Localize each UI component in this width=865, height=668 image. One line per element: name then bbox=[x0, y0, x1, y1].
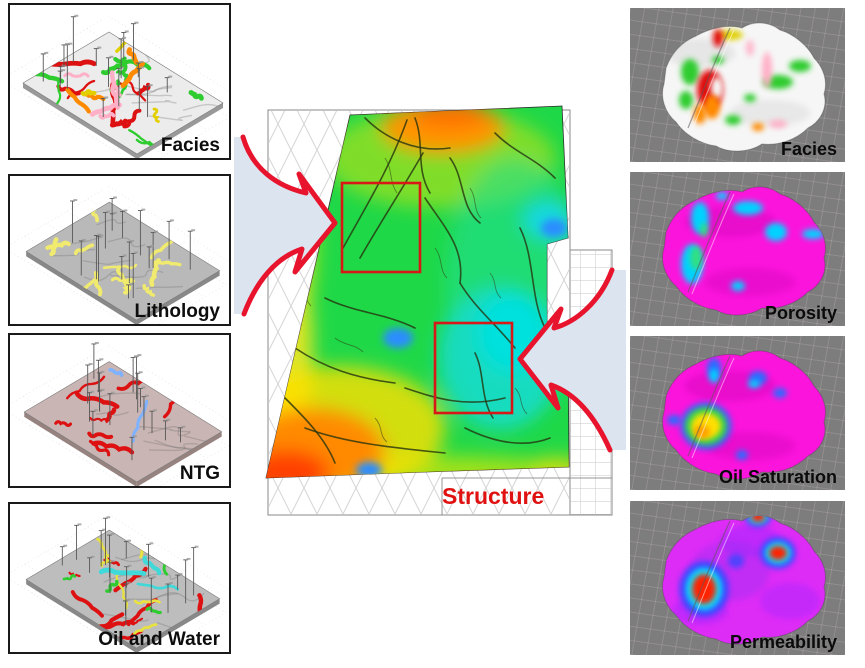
left-panel-facies: Facies bbox=[8, 3, 231, 160]
panel-label: Permeability bbox=[729, 632, 837, 652]
left-panel-lithology: Lithology bbox=[8, 174, 231, 326]
panel-label: Porosity bbox=[764, 303, 837, 323]
structure-map-view: Structure bbox=[265, 105, 613, 516]
right-panel-permeability: Permeability bbox=[630, 501, 845, 655]
panel-label: Facies bbox=[160, 135, 220, 157]
highlight-box-upper bbox=[340, 181, 422, 274]
facies-model-3d-view bbox=[10, 14, 229, 158]
ntg-model-3d-view bbox=[10, 341, 229, 486]
right-panel-porosity: Porosity bbox=[630, 172, 845, 326]
structure-label: Structure bbox=[442, 483, 544, 509]
oil-saturation-surface-3d-view bbox=[662, 350, 827, 480]
map-subframe bbox=[441, 477, 612, 515]
arrow-outline bbox=[517, 267, 615, 453]
arrow-outline bbox=[240, 134, 338, 317]
panel-label: NTG bbox=[179, 463, 220, 485]
panel-label: Oil Saturation bbox=[718, 467, 837, 487]
panel-label: Lithology bbox=[134, 301, 220, 323]
right-panel-facies: Facies bbox=[630, 8, 845, 162]
panel-label: Oil and Water bbox=[98, 629, 220, 651]
left-converging-arrow bbox=[234, 134, 338, 317]
porosity-surface-3d-view bbox=[662, 186, 827, 316]
panel-label: Facies bbox=[780, 139, 837, 159]
permeability-surface-3d-view bbox=[662, 515, 827, 645]
lithology-model-3d-view bbox=[10, 186, 229, 324]
right-panel-oil-saturation: Oil Saturation bbox=[630, 336, 845, 490]
highlight-box-lower bbox=[433, 321, 514, 415]
right-converging-arrow bbox=[517, 267, 626, 453]
oil-and-water-model-3d-view bbox=[10, 514, 229, 652]
facies-surface-3d-view bbox=[662, 22, 827, 152]
left-panel-oil-and-water: Oil and Water bbox=[8, 502, 231, 654]
left-panel-ntg: NTG bbox=[8, 333, 231, 488]
fault-lines bbox=[284, 117, 556, 464]
